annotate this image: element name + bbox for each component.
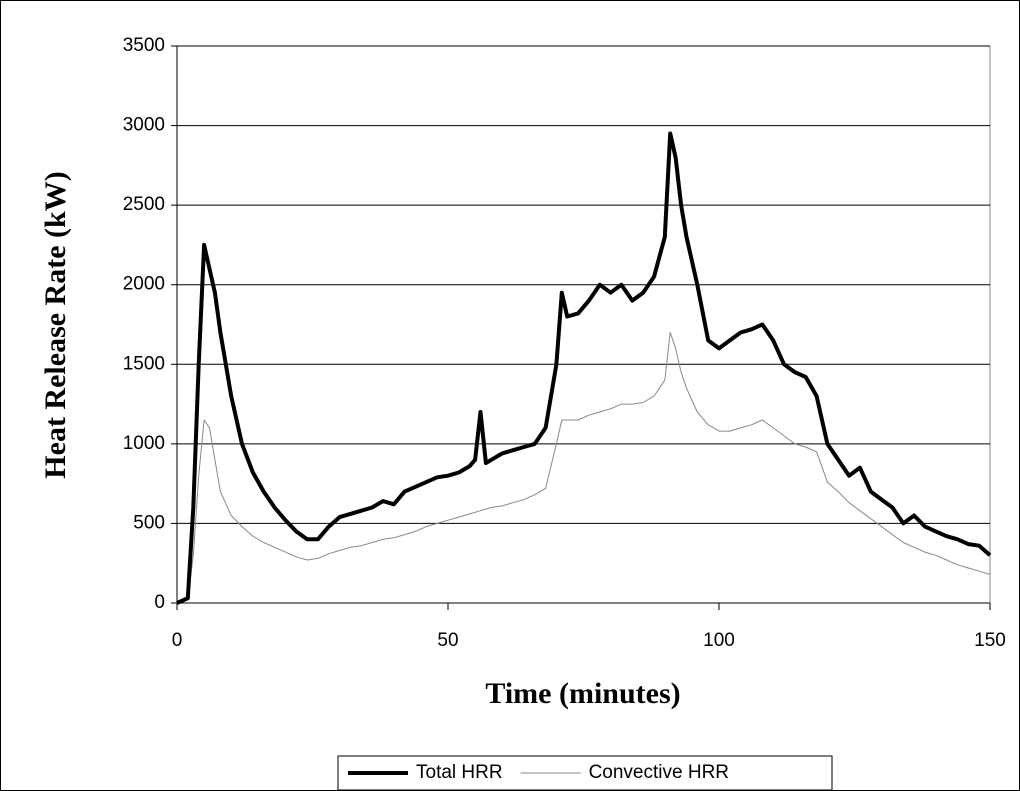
x-tick-label: 150: [974, 630, 1006, 651]
y-tick-label: 3500: [123, 35, 165, 56]
y-axis-title: Heat Release Rate (kW): [39, 171, 72, 478]
y-tick-label: 2000: [123, 274, 165, 295]
x-tick-label: 0: [172, 630, 183, 651]
y-tick-label: 500: [133, 512, 165, 533]
x-tick-label: 50: [437, 630, 458, 651]
legend: [337, 755, 833, 791]
y-tick-label: 1000: [123, 433, 165, 454]
y-tick-label: 1500: [123, 353, 165, 374]
data-line: [176, 332, 991, 604]
y-tick-label: 2500: [123, 194, 165, 215]
x-axis-title: Time (minutes): [485, 677, 680, 710]
data-line: [176, 131, 992, 605]
y-tick-label: 0: [154, 592, 165, 613]
legend-label: Total HRR: [416, 762, 503, 783]
y-tick-label: 3000: [123, 115, 165, 136]
legend-label: Convective HRR: [589, 762, 729, 783]
x-tick-label: 100: [703, 630, 735, 651]
